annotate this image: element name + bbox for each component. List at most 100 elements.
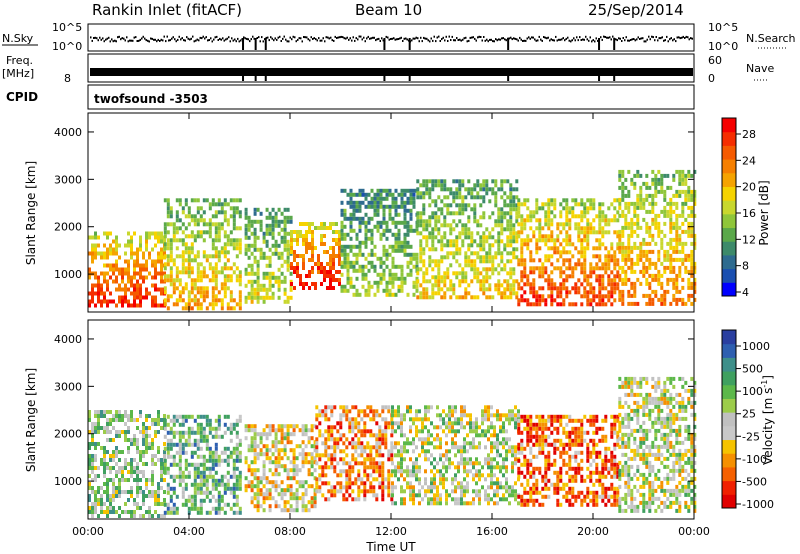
echo-cell bbox=[559, 302, 563, 307]
echo-cell bbox=[313, 476, 317, 481]
echo-cell bbox=[178, 450, 182, 455]
nsky-point bbox=[306, 36, 308, 39]
echo-cell bbox=[163, 286, 167, 291]
echo-cell bbox=[437, 215, 441, 220]
echo-cell bbox=[422, 263, 426, 268]
echo-cell bbox=[523, 290, 527, 295]
echo-cell bbox=[586, 198, 590, 203]
echo-cell bbox=[274, 464, 278, 469]
echo-cell bbox=[338, 270, 341, 274]
echo-cell bbox=[672, 297, 676, 302]
echo-cell bbox=[223, 266, 227, 271]
echo-cell bbox=[509, 267, 513, 272]
echo-cell bbox=[121, 271, 124, 276]
echo-cell bbox=[613, 278, 617, 283]
echo-cell bbox=[160, 271, 163, 276]
echo-cell bbox=[547, 238, 551, 243]
nsearch-tick-hi: 10^5 bbox=[708, 21, 738, 34]
echo-cell bbox=[568, 290, 572, 295]
echo-cell bbox=[154, 295, 157, 300]
echo-cell bbox=[523, 238, 527, 243]
echo-cell bbox=[193, 234, 197, 239]
echo-cell bbox=[601, 294, 605, 299]
echo-cell bbox=[296, 230, 299, 234]
echo-cell bbox=[250, 291, 254, 296]
echo-cell bbox=[151, 454, 154, 458]
echo-cell bbox=[142, 454, 145, 458]
freq-bar bbox=[199, 68, 201, 76]
echo-cell bbox=[106, 418, 109, 422]
echo-cell bbox=[512, 223, 516, 228]
echo-cell bbox=[598, 246, 602, 251]
nsky-point bbox=[145, 39, 147, 42]
echo-cell bbox=[503, 267, 507, 272]
echo-cell bbox=[211, 238, 215, 243]
echo-cell bbox=[292, 508, 296, 513]
echo-cell bbox=[373, 208, 377, 213]
echo-cell bbox=[250, 267, 254, 272]
echo-cell bbox=[485, 295, 489, 300]
echo-cell bbox=[253, 452, 257, 457]
nsky-point bbox=[481, 39, 483, 42]
echo-cell bbox=[639, 197, 643, 202]
echo-cell bbox=[166, 466, 170, 471]
echo-cell bbox=[645, 181, 649, 186]
echo-cell bbox=[302, 238, 305, 242]
echo-cell bbox=[446, 203, 450, 208]
echo-cell bbox=[409, 228, 413, 233]
echo-cell bbox=[244, 223, 248, 228]
freq-bar bbox=[396, 68, 398, 76]
echo-cell bbox=[226, 258, 230, 263]
echo-cell bbox=[265, 456, 269, 461]
echo-cell bbox=[571, 198, 575, 203]
echo-cell bbox=[286, 295, 290, 300]
echo-cell bbox=[169, 430, 173, 435]
echo-cell bbox=[223, 214, 227, 219]
echo-cell bbox=[256, 219, 260, 224]
echo-cell bbox=[675, 241, 679, 246]
echo-cell bbox=[482, 187, 486, 192]
echo-cell bbox=[440, 259, 444, 264]
echo-cell bbox=[571, 302, 575, 307]
echo-cell bbox=[431, 211, 435, 216]
echo-cell bbox=[193, 238, 197, 243]
echo-cell bbox=[523, 298, 527, 303]
echo-cell bbox=[178, 218, 182, 223]
echo-cell bbox=[618, 233, 622, 238]
echo-cell bbox=[488, 255, 492, 260]
echo-cell bbox=[367, 292, 371, 297]
echo-cell bbox=[163, 226, 167, 231]
echo-cell bbox=[500, 291, 504, 296]
echo-cell bbox=[208, 426, 212, 431]
nsky-point bbox=[552, 39, 554, 42]
echo-cell bbox=[437, 259, 441, 264]
echo-cell bbox=[220, 474, 224, 479]
echo-cell bbox=[645, 277, 649, 282]
echo-cell bbox=[238, 198, 242, 203]
echo-cell bbox=[256, 480, 260, 485]
echo-cell bbox=[304, 480, 308, 485]
echo-cell bbox=[106, 251, 109, 256]
echo-cell bbox=[687, 281, 691, 286]
echo-cell bbox=[274, 472, 278, 477]
echo-cell bbox=[455, 259, 459, 264]
echo-cell bbox=[296, 266, 299, 270]
nsky-point bbox=[636, 38, 638, 41]
echo-cell bbox=[428, 259, 432, 264]
echo-cell bbox=[621, 233, 625, 238]
echo-cell bbox=[184, 306, 188, 311]
freq-bar bbox=[394, 68, 396, 76]
freq-gap-marker bbox=[242, 68, 245, 81]
echo-cell bbox=[500, 231, 504, 236]
echo-cell bbox=[355, 292, 359, 297]
echo-cell bbox=[187, 510, 191, 515]
echo-cell bbox=[124, 410, 127, 414]
echo-cell bbox=[247, 424, 251, 429]
nsky-point bbox=[358, 35, 360, 38]
echo-cell bbox=[675, 221, 679, 226]
echo-cell bbox=[109, 291, 112, 296]
freq-bar bbox=[624, 68, 626, 76]
echo-cell bbox=[299, 278, 302, 282]
echo-cell bbox=[330, 429, 334, 434]
nsky-point bbox=[192, 35, 194, 38]
